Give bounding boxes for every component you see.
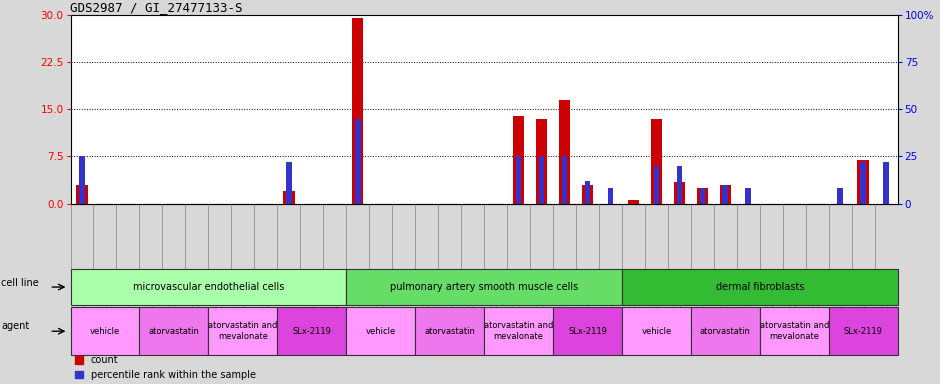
Bar	[346, 307, 415, 355]
Bar	[484, 307, 553, 355]
Text: microvascular endothelial cells: microvascular endothelial cells	[133, 282, 284, 292]
Text: vehicle: vehicle	[366, 327, 396, 336]
Bar	[346, 269, 622, 305]
Bar	[653, 166, 659, 204]
Bar	[857, 160, 869, 204]
Bar	[539, 157, 544, 204]
Bar	[277, 307, 346, 355]
Bar	[691, 307, 760, 355]
Text: atorvastatin and
mevalonate: atorvastatin and mevalonate	[208, 321, 277, 341]
Legend: count, percentile rank within the sample: count, percentile rank within the sample	[75, 355, 256, 380]
Bar	[70, 269, 346, 305]
Bar	[699, 189, 705, 204]
Bar	[354, 119, 361, 204]
Bar	[622, 307, 691, 355]
Text: atorvastatin: atorvastatin	[424, 327, 475, 336]
Text: atorvastatin: atorvastatin	[700, 327, 751, 336]
Text: GDS2987 / GI_27477133-S: GDS2987 / GI_27477133-S	[70, 1, 243, 14]
Bar	[415, 307, 484, 355]
Bar	[352, 18, 364, 204]
Bar	[860, 162, 866, 204]
Bar	[585, 181, 590, 204]
Bar	[723, 185, 728, 204]
Text: SLx-2119: SLx-2119	[844, 327, 883, 336]
Bar	[628, 200, 639, 204]
Bar	[558, 100, 571, 204]
Bar	[516, 157, 522, 204]
Bar	[650, 119, 662, 204]
Bar	[677, 166, 682, 204]
Bar	[139, 307, 209, 355]
Bar	[536, 119, 547, 204]
Bar	[209, 307, 277, 355]
Bar	[513, 116, 525, 204]
Text: vehicle: vehicle	[90, 327, 120, 336]
Text: atorvastatin and
mevalonate: atorvastatin and mevalonate	[760, 321, 829, 341]
Bar	[884, 162, 889, 204]
Text: SLx-2119: SLx-2119	[292, 327, 331, 336]
Text: vehicle: vehicle	[641, 327, 671, 336]
Bar	[283, 191, 294, 204]
Text: cell line: cell line	[2, 278, 39, 288]
Text: dermal fibroblasts: dermal fibroblasts	[715, 282, 804, 292]
Bar	[697, 188, 708, 204]
Bar	[70, 307, 139, 355]
Text: atorvastatin and
mevalonate: atorvastatin and mevalonate	[484, 321, 554, 341]
Bar	[760, 307, 829, 355]
Bar	[829, 307, 898, 355]
Bar	[582, 185, 593, 204]
Bar	[674, 182, 685, 204]
Bar	[553, 307, 622, 355]
Text: pulmonary artery smooth muscle cells: pulmonary artery smooth muscle cells	[390, 282, 578, 292]
Bar	[76, 185, 87, 204]
Text: SLx-2119: SLx-2119	[568, 327, 607, 336]
Bar	[622, 269, 898, 305]
Bar	[745, 189, 751, 204]
Text: atorvastatin: atorvastatin	[149, 327, 199, 336]
Bar	[286, 162, 291, 204]
Bar	[79, 157, 85, 204]
Bar	[838, 189, 843, 204]
Bar	[720, 185, 731, 204]
Text: agent: agent	[2, 321, 30, 331]
Bar	[561, 157, 568, 204]
Bar	[607, 189, 613, 204]
